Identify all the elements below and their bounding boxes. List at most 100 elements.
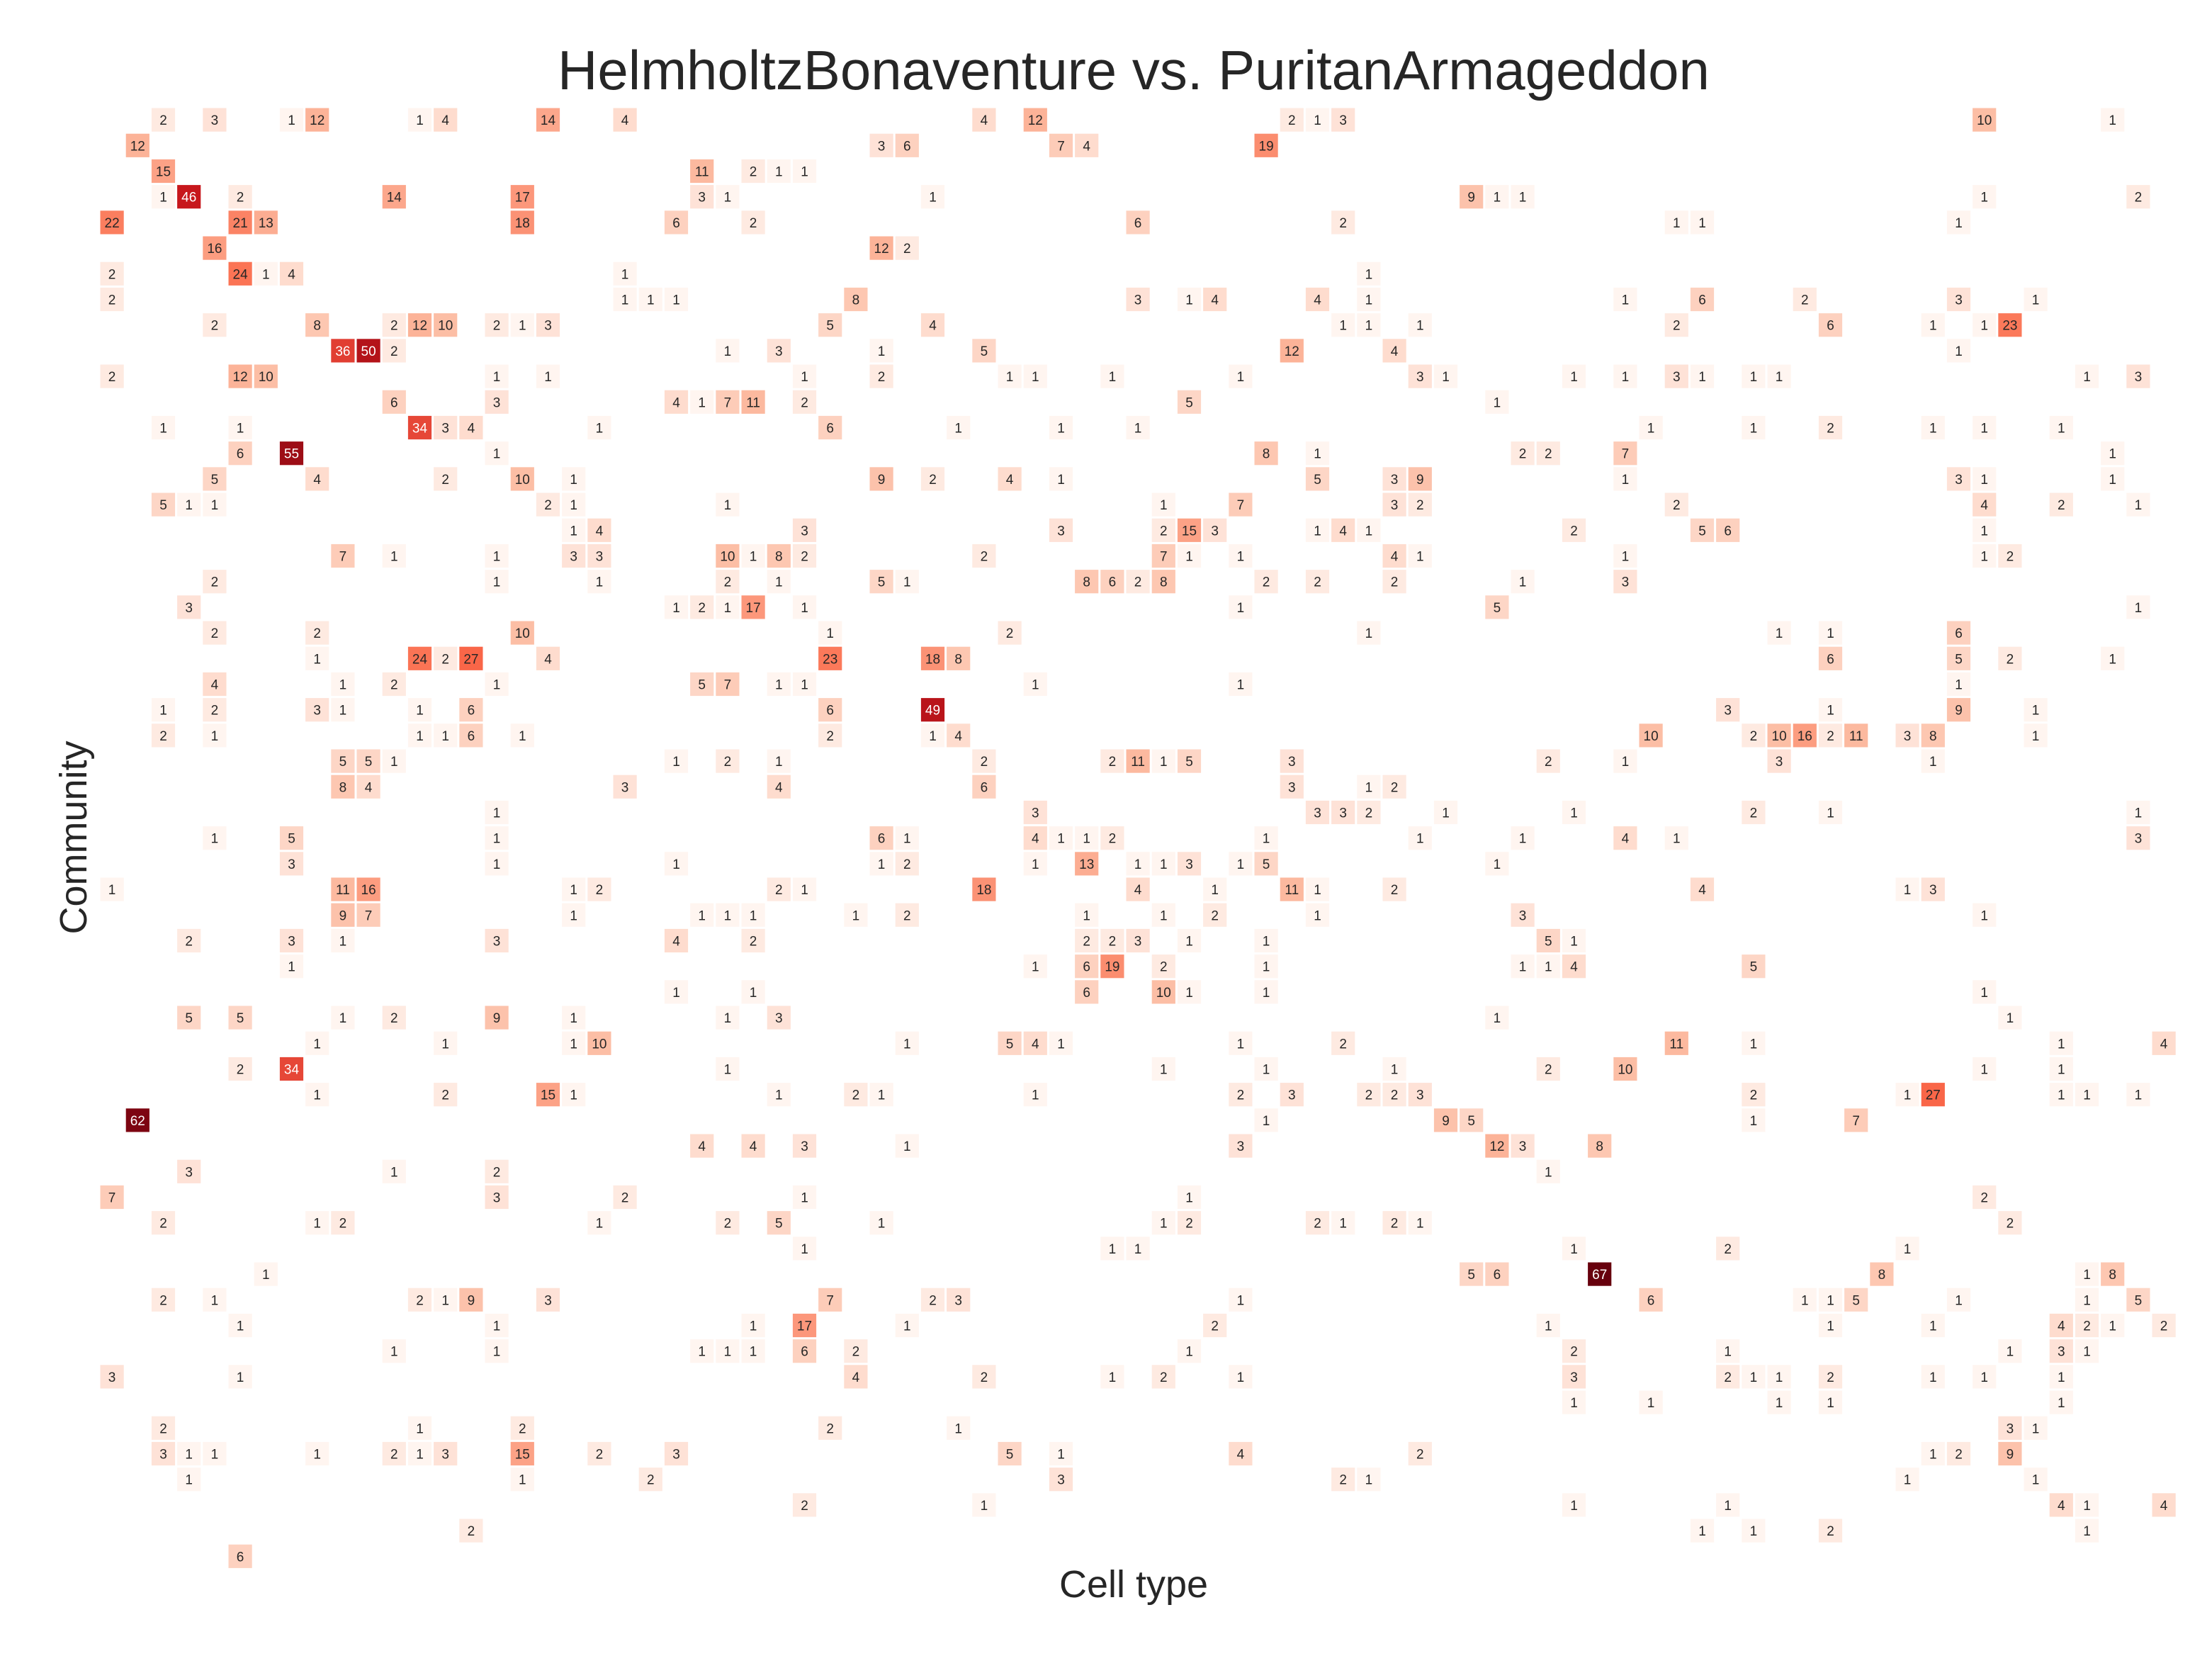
heatmap-cell-label: 10 — [259, 370, 273, 385]
heatmap-cell-rect — [1639, 415, 1663, 440]
heatmap-cell-label: 1 — [1673, 832, 1681, 847]
heatmap-cell: 1 — [1408, 313, 1432, 337]
heatmap-cell: 4 — [972, 108, 996, 132]
heatmap-cell-rect — [741, 903, 765, 927]
heatmap-cell-label: 1 — [801, 678, 808, 693]
heatmap-cell-rect — [844, 1365, 868, 1389]
heatmap-cell-rect — [792, 1493, 817, 1517]
heatmap-cell-label: 2 — [826, 1421, 834, 1436]
heatmap-cell-rect — [305, 646, 329, 670]
heatmap-cell-rect — [1075, 980, 1099, 1004]
heatmap-cell-rect — [741, 210, 765, 235]
heatmap-cell-rect — [1408, 364, 1432, 388]
heatmap-cell: 18 — [972, 877, 996, 901]
heatmap-cell-rect — [1921, 1083, 1945, 1107]
heatmap-cell-rect — [1100, 570, 1124, 594]
heatmap-cell-label: 2 — [519, 1421, 526, 1436]
heatmap-cell-rect — [1793, 723, 1817, 748]
heatmap-cell: 3 — [1895, 723, 1919, 748]
heatmap-cell: 1 — [485, 1339, 509, 1363]
heatmap-cell: 3 — [1049, 518, 1073, 542]
heatmap-cell-rect — [331, 1211, 355, 1235]
heatmap-cell-label: 1 — [1776, 1396, 1783, 1411]
heatmap-cell-rect — [972, 543, 996, 568]
heatmap-cell-rect — [690, 672, 714, 697]
heatmap-cell: 3 — [2126, 364, 2150, 388]
heatmap-cell-label: 2 — [1391, 1217, 1399, 1232]
heatmap-cell: 10 — [254, 364, 278, 388]
heatmap-cell-rect — [434, 108, 458, 132]
heatmap-cell-rect — [1664, 1031, 1688, 1055]
heatmap-cell-label: 62 — [130, 1114, 145, 1129]
heatmap-cell: 4 — [741, 1134, 765, 1158]
heatmap-cell: 1 — [485, 852, 509, 876]
heatmap-cell-label: 1 — [1827, 1293, 1834, 1308]
heatmap-cell-label: 1 — [1263, 1114, 1270, 1129]
heatmap-cell-rect — [1511, 826, 1535, 850]
heatmap-cell-label: 3 — [1237, 1139, 1245, 1154]
heatmap-cell-label: 9 — [1955, 704, 1963, 719]
heatmap-cell-rect — [895, 1134, 919, 1158]
heatmap-cell-label: 1 — [1237, 1293, 1245, 1308]
heatmap-cell-label: 1 — [1185, 986, 1193, 1001]
heatmap-cell-label: 2 — [1980, 1191, 1988, 1206]
heatmap-cell-label: 2 — [1391, 780, 1399, 795]
heatmap-cell-rect — [1382, 492, 1406, 517]
heatmap-cell-label: 22 — [105, 216, 120, 231]
heatmap-cell-rect — [1973, 313, 1997, 337]
heatmap-cell: 1 — [2075, 1493, 2099, 1517]
heatmap-cell-label: 1 — [1237, 550, 1245, 565]
heatmap-cell-rect — [1331, 1031, 1355, 1055]
heatmap-cell: 4 — [587, 518, 611, 542]
heatmap-cell-rect — [1357, 261, 1381, 286]
heatmap-cell: 1 — [1921, 415, 1945, 440]
heatmap-cell: 1 — [536, 364, 560, 388]
heatmap-cell-rect — [587, 543, 611, 568]
heatmap-cell-label: 3 — [1339, 806, 1347, 821]
heatmap-cell-label: 4 — [750, 1139, 757, 1154]
heatmap-cell: 1 — [1562, 928, 1586, 953]
heatmap-cell-rect — [1254, 954, 1278, 979]
heatmap-cell-label: 1 — [1955, 678, 1963, 693]
heatmap-cell-rect — [203, 492, 227, 517]
heatmap-cell: 27 — [459, 646, 483, 670]
heatmap-cell-label: 12 — [412, 319, 427, 334]
heatmap-cell-rect — [1305, 467, 1330, 491]
heatmap-cell-rect — [1280, 108, 1304, 132]
heatmap-cell-rect — [1973, 108, 1997, 132]
heatmap-cell: 2 — [203, 621, 227, 645]
heatmap-cell: 2 — [1998, 646, 2022, 670]
heatmap-cell-label: 1 — [1160, 1217, 1168, 1232]
heatmap-cell: 7 — [1229, 492, 1253, 517]
heatmap-cell: 10 — [1151, 980, 1175, 1004]
heatmap-cell-label: 1 — [1622, 370, 1630, 385]
heatmap-cell-rect — [1818, 1519, 1843, 1543]
heatmap-cell-rect — [2075, 1519, 2099, 1543]
heatmap-cell-rect — [151, 1416, 176, 1440]
heatmap-cell: 1 — [2024, 287, 2048, 312]
heatmap-cell: 3 — [767, 1006, 791, 1030]
heatmap-cell: 1 — [664, 852, 689, 876]
heatmap-cell-rect — [1382, 543, 1406, 568]
heatmap-cell-rect — [1023, 826, 1047, 850]
heatmap-cell-label: 1 — [313, 1448, 321, 1463]
heatmap-cell-label: 1 — [1263, 935, 1270, 950]
heatmap-cell-label: 1 — [2007, 1011, 2014, 1026]
heatmap-cell-rect — [254, 1262, 278, 1286]
heatmap-cell-rect — [1177, 928, 1202, 953]
heatmap-cell-rect — [1562, 518, 1586, 542]
heatmap-cell-rect — [844, 903, 868, 927]
heatmap-cell-rect — [2126, 1288, 2150, 1312]
heatmap-cell-label: 1 — [211, 498, 219, 513]
heatmap-cell-rect — [2075, 364, 2099, 388]
heatmap-cell-label: 12 — [1489, 1139, 1504, 1154]
heatmap-cell-label: 2 — [2007, 550, 2014, 565]
heatmap-cell-label: 1 — [1750, 370, 1758, 385]
heatmap-cell: 1 — [1254, 928, 1278, 953]
heatmap-cell-label: 1 — [1698, 1524, 1706, 1539]
heatmap-cell-rect — [434, 467, 458, 491]
heatmap-cell-rect — [2049, 1031, 2073, 1055]
heatmap-cell: 1 — [562, 1031, 586, 1055]
heatmap-cell: 1 — [1818, 1390, 1843, 1414]
heatmap-cell-rect — [1049, 518, 1073, 542]
